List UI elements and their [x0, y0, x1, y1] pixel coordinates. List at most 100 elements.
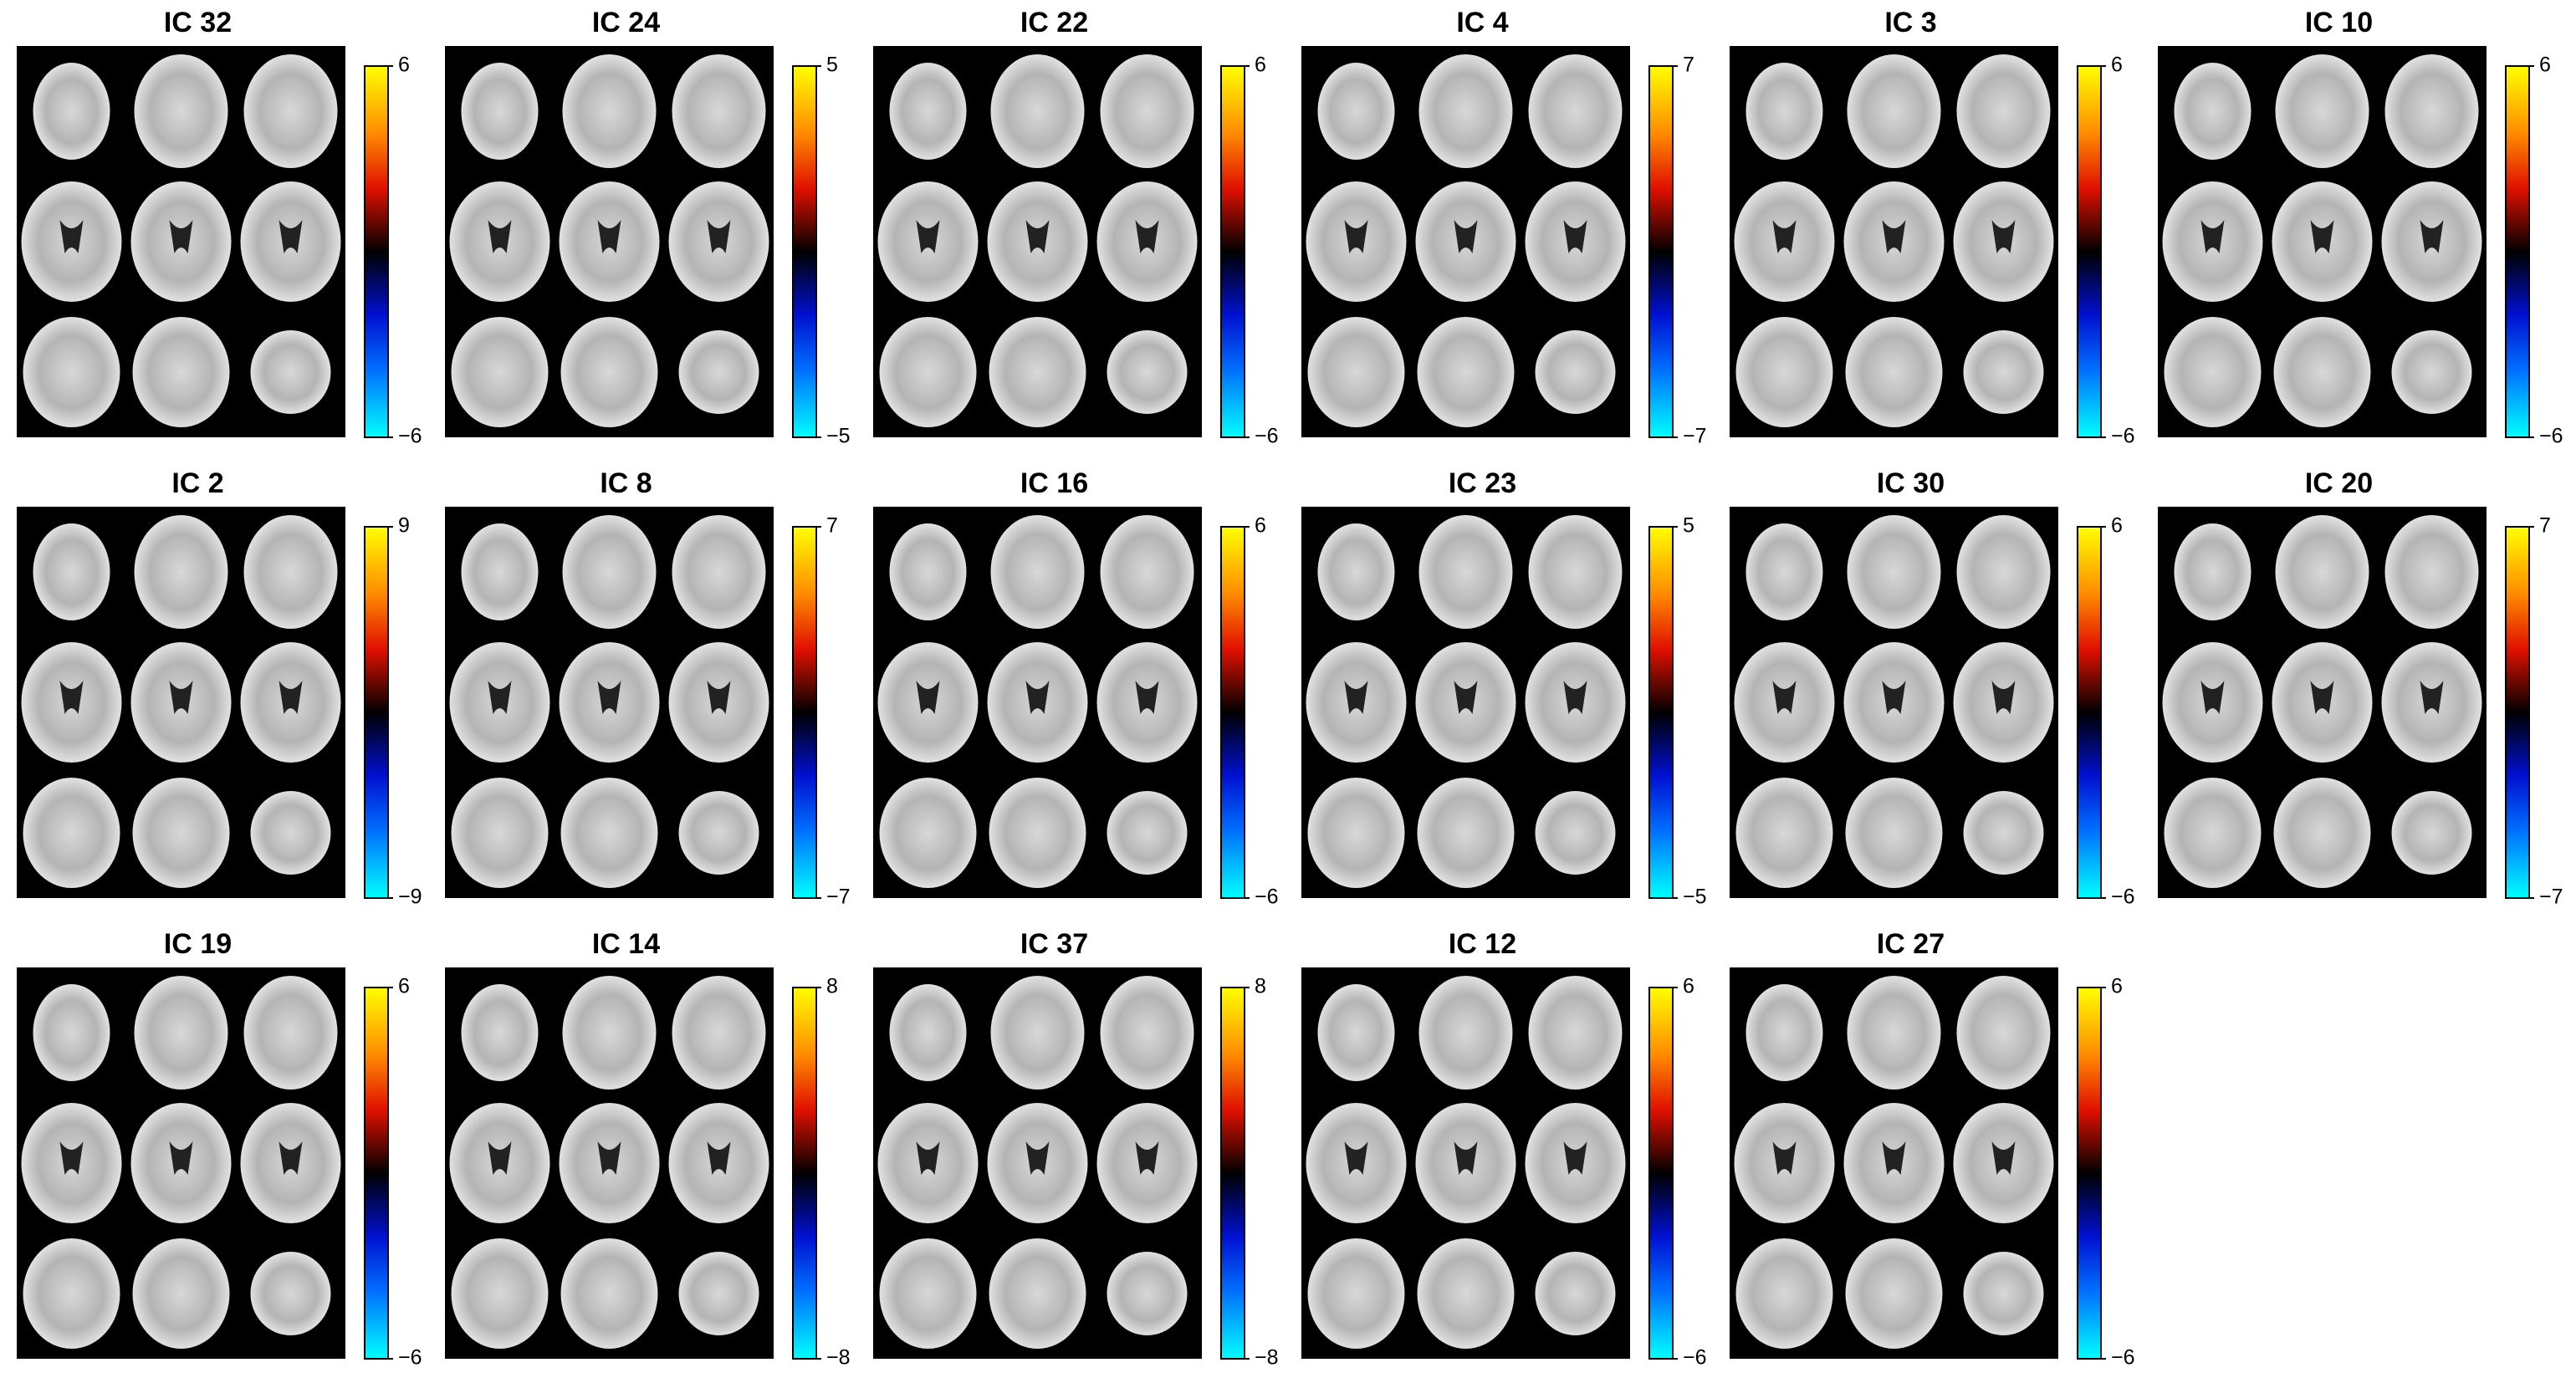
panel: IC 12 6 −6: [1301, 928, 1707, 1370]
colorbar: [1220, 65, 1245, 438]
brain-slice: [451, 317, 549, 427]
brain-slice: [889, 63, 967, 160]
ventricle: [1991, 681, 2016, 714]
brain-slice: [1100, 515, 1194, 629]
ventricle: [1344, 220, 1368, 253]
panel-title: IC 19: [164, 928, 232, 960]
colorbar-tick-label: −6: [2111, 885, 2135, 909]
brain-slice: [672, 54, 766, 168]
brain-slice: [1317, 523, 1395, 620]
brain-slice: [451, 1238, 549, 1349]
brain-slice: [33, 984, 110, 1081]
brain-slice: [990, 976, 1085, 1090]
brain-slice: [250, 1252, 331, 1335]
ventricle: [707, 1141, 731, 1175]
panel-title: IC 16: [1020, 467, 1088, 499]
colorbar: [364, 65, 389, 438]
brain-slice: [989, 1238, 1086, 1349]
brain-slice: [1418, 54, 1513, 168]
colorbar-tick-label: −7: [1683, 425, 1707, 448]
brain-slice: [1847, 976, 1941, 1090]
brain-slice: [2391, 791, 2472, 875]
brain-slice: [243, 54, 338, 168]
brain-slice: [1317, 63, 1395, 160]
brain-slice: [562, 515, 657, 629]
brain-slice: [1845, 778, 1943, 888]
ventricle: [1135, 681, 1159, 714]
colorbar: [2505, 65, 2530, 438]
colorbar: [1220, 526, 1245, 899]
panel-title: IC 30: [1877, 467, 1945, 499]
colorbar-tick-label: −6: [2111, 425, 2135, 448]
panel-title: IC 8: [600, 467, 652, 499]
panel-title: IC 32: [164, 7, 232, 38]
brain-slice: [1417, 1238, 1515, 1349]
brain-slice: [2384, 54, 2479, 168]
ventricle: [1025, 681, 1050, 714]
panel: IC 37 8 −8: [873, 928, 1279, 1370]
brain-slice: [1528, 515, 1623, 629]
ventricle: [916, 681, 940, 714]
brain-slice: [1735, 1238, 1833, 1349]
ventricle: [488, 1141, 512, 1175]
ventricle: [2200, 220, 2225, 253]
brain-slice: [2164, 778, 2262, 888]
ventricle: [2420, 220, 2444, 253]
colorbar-tick-label: 6: [2111, 975, 2123, 998]
colorbar-tick-label: −6: [1683, 1346, 1707, 1370]
brain-slice: [672, 976, 766, 1090]
brain-slice: [990, 515, 1085, 629]
brain-slice: [1317, 984, 1395, 1081]
brain-slice: [560, 317, 658, 427]
panel-title: IC 37: [1020, 928, 1088, 960]
brain-slice: [23, 1238, 120, 1349]
colorbar-tick-label: −8: [826, 1346, 851, 1370]
brain-slice: [1963, 791, 2044, 875]
brain-slice: [134, 976, 228, 1090]
brain-slice: [1845, 1238, 1943, 1349]
brain-slice: [1307, 317, 1405, 427]
brain-slice: [1745, 984, 1823, 1081]
panel-title: IC 27: [1877, 928, 1945, 960]
brain-slice: [451, 778, 549, 888]
panel: IC 14 8 −8: [445, 928, 851, 1370]
colorbar-tick-label: 5: [1683, 514, 1694, 538]
brain-slice: [879, 317, 977, 427]
colorbar-tick-label: 6: [398, 975, 410, 998]
brain-slice: [2164, 317, 2262, 427]
panel: IC 10 6 −6: [2158, 7, 2563, 448]
brain-slice: [879, 1238, 977, 1349]
colorbar: [2505, 526, 2530, 899]
brain-slice: [33, 63, 110, 160]
brain-slice: [2174, 523, 2251, 620]
panel-title: IC 14: [592, 928, 660, 960]
panel: IC 3 6 −6: [1730, 7, 2135, 448]
brain-slice: [1956, 515, 2051, 629]
brain-slice: [461, 984, 539, 1081]
brain-slice: [560, 1238, 658, 1349]
panel-title: IC 3: [1884, 7, 1936, 38]
brain-slice: [461, 523, 539, 620]
brain-slice: [23, 317, 120, 427]
ventricle: [169, 220, 193, 253]
panel-title: IC 4: [1456, 7, 1508, 38]
panel-title: IC 12: [1449, 928, 1516, 960]
brain-slice: [1417, 317, 1515, 427]
brain-slice: [2174, 63, 2251, 160]
brain-slice: [1418, 976, 1513, 1090]
brain-slice: [1535, 791, 1616, 875]
colorbar-tick-label: 6: [1255, 54, 1266, 77]
brain-slice: [461, 63, 539, 160]
brain-slice: [1956, 976, 2051, 1090]
colorbar-tick-label: 8: [826, 975, 838, 998]
brain-slice: [1735, 317, 1833, 427]
colorbar-tick-label: 6: [1255, 514, 1266, 538]
brain-slice: [562, 976, 657, 1090]
panel: IC 16 6 −6: [873, 467, 1279, 909]
ventricle: [2200, 681, 2225, 714]
ventricle: [279, 1141, 303, 1175]
brain-slice: [132, 317, 230, 427]
brain-slice: [678, 330, 759, 414]
brain-slice: [1107, 330, 1188, 414]
